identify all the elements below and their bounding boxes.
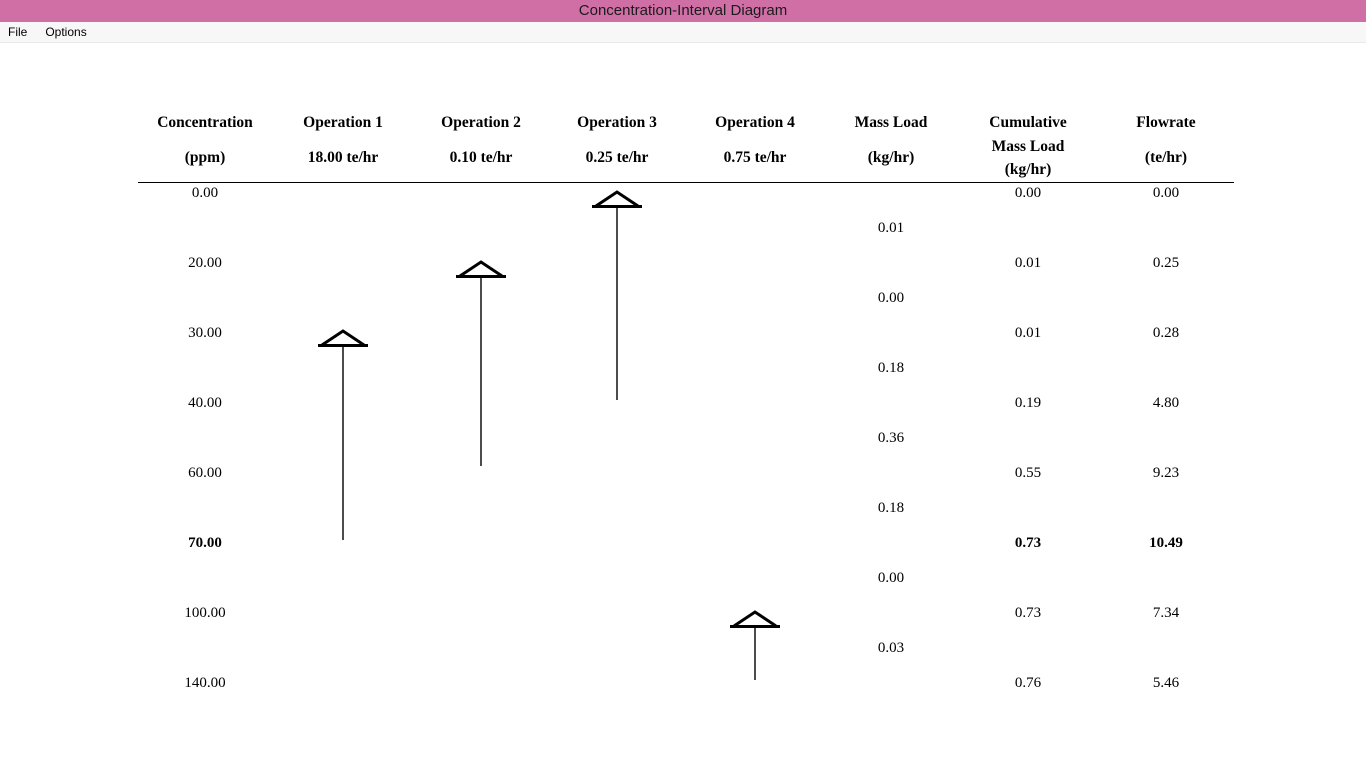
header-mass-load-title: Mass Load: [854, 114, 928, 131]
cumulative-mass-load-value: 0.76: [1014, 675, 1042, 691]
cumulative-mass-load-value: 0.55: [1014, 465, 1042, 481]
cumulative-mass-load-value: 0.00: [1014, 185, 1042, 201]
header-mass-load-unit: (kg/hr): [867, 149, 915, 166]
interval-mass-load-value: 0.01: [877, 220, 905, 236]
header-operation1-title: Operation 1: [303, 114, 383, 131]
interval-mass-load-value: 0.00: [877, 290, 905, 306]
header-flowrate-title: Flowrate: [1136, 114, 1196, 131]
menu-file[interactable]: File: [8, 24, 28, 39]
concentration-value: 60.00: [188, 465, 222, 481]
header-operation2-rate: 0.10 te/hr: [449, 149, 513, 166]
concentration-value: 20.00: [188, 255, 222, 271]
flowrate-value: 5.46: [1152, 675, 1180, 691]
interval-mass-load-value: 0.18: [877, 500, 905, 516]
cumulative-mass-load-value: 0.73: [1014, 605, 1042, 621]
menu-options[interactable]: Options: [45, 24, 87, 39]
concentration-value: 0.00: [191, 185, 219, 201]
header-cumulative-title2: Mass Load: [991, 138, 1065, 155]
flowrate-value: 9.23: [1152, 465, 1180, 481]
flowrate-value: 0.28: [1152, 325, 1180, 341]
header-rule: [138, 182, 1234, 183]
window-title: Concentration-Interval Diagram: [578, 2, 788, 19]
menu-bar: File Options: [0, 22, 1366, 43]
concentration-value: 100.00: [184, 605, 226, 621]
operation-2-arrow: [456, 260, 506, 466]
interval-mass-load-value: 0.03: [877, 640, 905, 656]
cumulative-mass-load-value: 0.19: [1014, 395, 1042, 411]
flowrate-value: 7.34: [1152, 605, 1180, 621]
header-operation4-rate: 0.75 te/hr: [723, 149, 787, 166]
header-operation3-rate: 0.25 te/hr: [585, 149, 649, 166]
header-concentration-unit: (ppm): [184, 149, 226, 166]
header-operation4-title: Operation 4: [715, 114, 795, 131]
cumulative-mass-load-value: 0.01: [1014, 325, 1042, 341]
flowrate-value-pinch: 10.49: [1149, 535, 1183, 551]
header-concentration-title: Concentration: [157, 114, 253, 131]
concentration-value: 30.00: [188, 325, 222, 341]
flowrate-value: 0.25: [1152, 255, 1180, 271]
interval-mass-load-value: 0.18: [877, 360, 905, 376]
header-flowrate-unit: (te/hr): [1144, 149, 1188, 166]
header-cumulative-title: Cumulative: [989, 114, 1067, 131]
flowrate-value: 4.80: [1152, 395, 1180, 411]
diagram-canvas: Concentration Operation 1 Operation 2 Op…: [0, 43, 1366, 768]
concentration-value-pinch: 70.00: [188, 535, 222, 551]
interval-mass-load-value: 0.36: [877, 430, 905, 446]
operation-1-arrow: [318, 329, 368, 540]
concentration-value: 40.00: [188, 395, 222, 411]
header-operation2-title: Operation 2: [441, 114, 521, 131]
operation-3-arrow: [592, 190, 642, 400]
concentration-value: 140.00: [184, 675, 226, 691]
flowrate-value: 0.00: [1152, 185, 1180, 201]
operation-4-arrow: [730, 610, 780, 680]
cumulative-mass-load-value-pinch: 0.73: [1014, 535, 1042, 551]
interval-mass-load-value: 0.00: [877, 570, 905, 586]
window-titlebar: Concentration-Interval Diagram: [0, 0, 1366, 22]
header-cumulative-unit: (kg/hr): [1004, 161, 1052, 178]
header-operation1-rate: 18.00 te/hr: [307, 149, 379, 166]
cumulative-mass-load-value: 0.01: [1014, 255, 1042, 271]
header-operation3-title: Operation 3: [577, 114, 657, 131]
